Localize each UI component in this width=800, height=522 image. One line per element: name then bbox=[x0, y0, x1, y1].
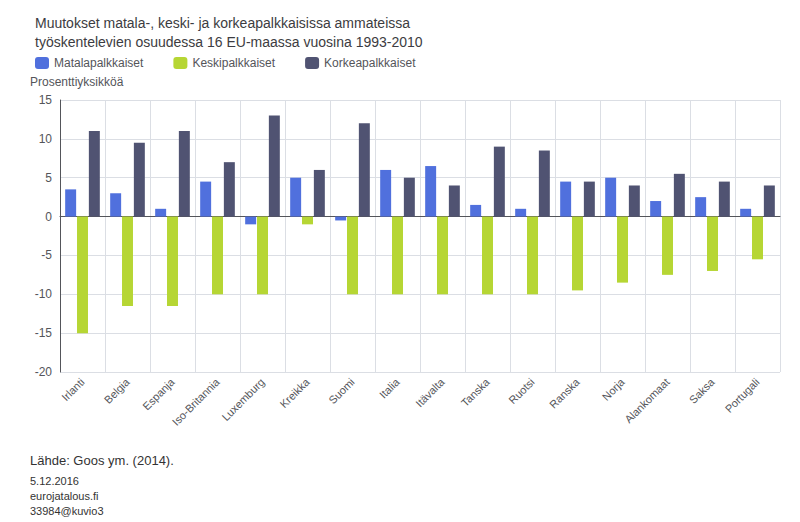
svg-text:-5: -5 bbox=[41, 248, 52, 262]
svg-text:Kreikka: Kreikka bbox=[277, 375, 312, 410]
svg-text:0: 0 bbox=[45, 210, 52, 224]
svg-text:33984@kuvio3: 33984@kuvio3 bbox=[30, 505, 104, 517]
svg-text:Korkeapalkkaiset: Korkeapalkkaiset bbox=[324, 56, 416, 70]
svg-text:Lähde: Goos ym. (2014).: Lähde: Goos ym. (2014). bbox=[30, 453, 174, 468]
svg-text:Suomi: Suomi bbox=[326, 376, 357, 407]
svg-text:Muutokset matala-, keski- ja k: Muutokset matala-, keski- ja korkeapalkk… bbox=[35, 15, 410, 31]
svg-text:Portugali: Portugali bbox=[723, 376, 762, 415]
svg-text:-15: -15 bbox=[35, 326, 53, 340]
svg-text:Espanja: Espanja bbox=[140, 375, 177, 412]
svg-text:Saksa: Saksa bbox=[687, 375, 718, 406]
svg-text:Matalapalkkaiset: Matalapalkkaiset bbox=[54, 56, 144, 70]
svg-text:Irlanti: Irlanti bbox=[59, 376, 86, 403]
svg-text:työskentelevien osuudessa 16 E: työskentelevien osuudessa 16 EU-maassa v… bbox=[35, 34, 423, 50]
svg-text:5: 5 bbox=[45, 171, 52, 185]
svg-text:Itävalta: Itävalta bbox=[413, 375, 447, 409]
svg-text:Italia: Italia bbox=[377, 375, 403, 401]
svg-text:Norja: Norja bbox=[600, 375, 628, 403]
svg-text:Tanska: Tanska bbox=[459, 375, 493, 409]
svg-text:Alankomaat: Alankomaat bbox=[622, 376, 672, 426]
svg-text:Prosenttiyksikköä: Prosenttiyksikköä bbox=[30, 75, 124, 89]
svg-text:Ranska: Ranska bbox=[547, 375, 582, 410]
svg-text:-10: -10 bbox=[35, 287, 53, 301]
svg-text:eurojatalous.fi: eurojatalous.fi bbox=[30, 490, 99, 502]
svg-text:Belgia: Belgia bbox=[102, 375, 133, 406]
svg-text:-20: -20 bbox=[35, 365, 53, 379]
svg-text:10: 10 bbox=[39, 132, 53, 146]
svg-text:Keskipalkkaiset: Keskipalkkaiset bbox=[192, 56, 275, 70]
svg-text:Ruotsi: Ruotsi bbox=[506, 376, 537, 407]
svg-text:15: 15 bbox=[39, 93, 53, 107]
svg-text:Iso-Britannia: Iso-Britannia bbox=[170, 375, 223, 428]
svg-text:5.12.2016: 5.12.2016 bbox=[30, 475, 79, 487]
svg-text:Luxemburg: Luxemburg bbox=[219, 376, 266, 423]
